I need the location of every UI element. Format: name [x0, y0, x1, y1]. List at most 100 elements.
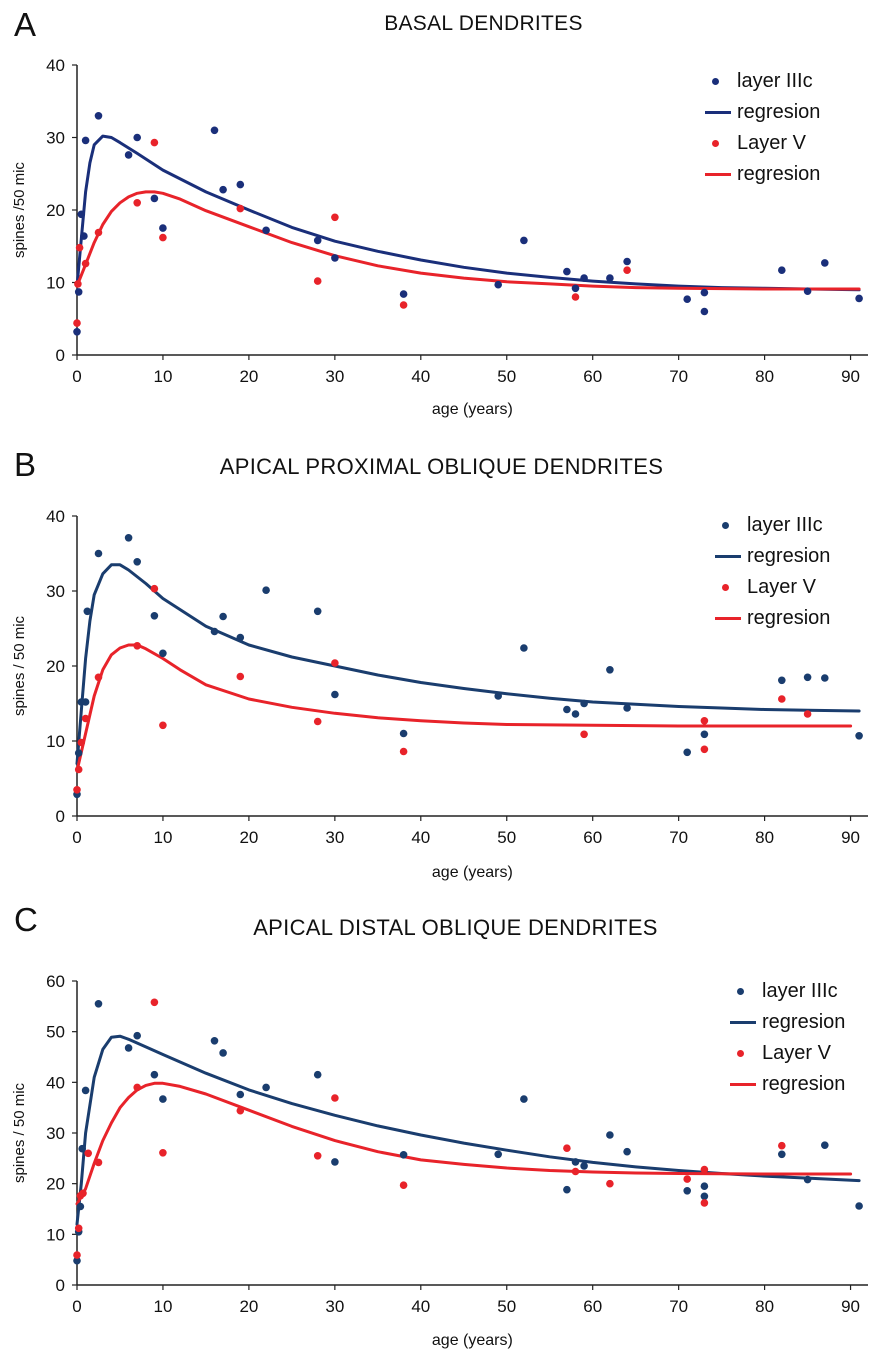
layer-iiic-point	[778, 266, 786, 275]
layer-v-point	[331, 213, 339, 222]
legend-label: Layer V	[762, 1042, 831, 1064]
layer-iiic-point	[700, 307, 709, 316]
layer-v-point	[236, 1106, 245, 1115]
y-tick-label: 20	[46, 1175, 65, 1194]
layer-iiic-point	[210, 627, 219, 636]
legend-label: Layer V	[737, 132, 806, 154]
x-tick-label: 90	[841, 1297, 860, 1316]
x-tick-label: 60	[583, 367, 602, 386]
layer-iiic-point	[399, 729, 408, 738]
x-tick-label: 10	[153, 367, 172, 386]
layer-iiic-point	[150, 1070, 159, 1079]
panel-letter: B	[14, 446, 37, 483]
layer-iiic-point	[80, 232, 88, 240]
layer-v-point	[84, 1149, 92, 1158]
regression-line	[75, 134, 861, 292]
layer-iiic-point	[219, 612, 227, 621]
layer-v-point	[700, 717, 709, 725]
x-tick-label: 90	[841, 367, 860, 386]
layer-iiic-point	[124, 151, 133, 159]
layer-iiic-point	[399, 1151, 408, 1159]
layer-v-point	[73, 319, 81, 327]
x-tick-label: 60	[583, 828, 602, 847]
x-tick-label: 10	[153, 828, 172, 847]
layer-iiic-point	[81, 1086, 90, 1095]
layer-v-point	[74, 765, 83, 774]
layer-iiic-point	[76, 1202, 85, 1211]
x-tick-label: 30	[325, 1297, 344, 1316]
layer-v-point	[606, 1179, 614, 1188]
layer-iiic-point	[73, 328, 81, 336]
layer-v-point	[79, 1189, 87, 1198]
layer-iiic-point	[399, 290, 408, 298]
y-tick-label: 10	[46, 274, 65, 293]
layer-v-point	[571, 1167, 580, 1176]
layer-v-point	[313, 277, 322, 285]
layer-v-point	[73, 1251, 81, 1259]
x-tick-label: 80	[755, 828, 774, 847]
y-tick-label: 0	[56, 1276, 65, 1295]
y-tick-label: 10	[46, 1225, 65, 1244]
layer-iiic-point	[262, 1083, 270, 1092]
layer-iiic-point	[150, 612, 159, 620]
layer-iiic-point	[700, 730, 709, 739]
legend-label: regresion	[737, 101, 821, 123]
layer-iiic-point	[150, 194, 159, 203]
x-tick-label: 50	[497, 828, 516, 847]
layer-iiic-point	[159, 1095, 167, 1103]
layer-iiic-point	[236, 180, 245, 189]
legend-label: regresion	[762, 1073, 846, 1095]
layer-v-point	[700, 1199, 709, 1207]
layer-iiic-point	[262, 586, 270, 594]
layer-iiic-point	[81, 136, 90, 145]
x-tick-label: 10	[153, 1297, 172, 1316]
layer-v-point	[313, 1152, 322, 1160]
layer-v-point	[150, 138, 159, 147]
regression-line	[75, 1034, 861, 1226]
layer-v-point	[94, 1158, 103, 1167]
x-tick-label: 30	[325, 828, 344, 847]
layer-iiic-point	[855, 294, 863, 303]
x-tick-label: 0	[72, 1297, 81, 1316]
layer-iiic-point	[520, 1095, 528, 1103]
y-tick-label: 0	[56, 807, 65, 826]
layer-v-point	[74, 280, 82, 288]
layer-v-point	[236, 204, 245, 213]
y-axis-label: spines /50 mic	[11, 162, 28, 258]
layer-iiic-point	[313, 1070, 322, 1079]
layer-iiic-point	[571, 284, 580, 293]
x-tick-label: 30	[325, 367, 344, 386]
legend-label: layer IIIc	[747, 514, 823, 536]
layer-v-point	[74, 1224, 83, 1233]
layer-v-point	[133, 199, 141, 207]
layer-iiic-point	[700, 1182, 709, 1190]
layer-iiic-point	[606, 666, 614, 674]
layer-iiic-point	[219, 185, 227, 194]
layer-iiic-point	[210, 1037, 219, 1045]
layer-v-point	[580, 730, 588, 739]
chart-plot: 0 10 20 30 40 0 10 20 30 40 50 60 70 80 90 age (years) s…	[11, 507, 868, 881]
layer-v-point	[150, 584, 159, 593]
layer-iiic-point	[683, 295, 691, 304]
x-tick-label: 50	[497, 1297, 516, 1316]
layer-iiic-point	[94, 112, 103, 120]
chart-plot: 0 10 20 30 40 50 60 0 10 20 30 40 50 60 70 80 90 age (yea…	[11, 972, 868, 1349]
x-tick-label: 40	[411, 828, 430, 847]
layer-v-point	[81, 714, 90, 723]
legend-label: regresion	[762, 1011, 846, 1033]
x-tick-label: 90	[841, 828, 860, 847]
layer-v-point	[331, 1094, 339, 1102]
layer-iiic-point	[821, 674, 829, 682]
layer-iiic-point	[159, 224, 167, 232]
x-tick-label: 50	[497, 367, 516, 386]
layer-iiic-point	[855, 732, 863, 740]
layer-iiic-point	[236, 633, 245, 642]
x-tick-label: 20	[239, 367, 258, 386]
layer-iiic-point	[94, 549, 103, 558]
layer-iiic-point	[563, 267, 571, 276]
layer-iiic-point	[855, 1202, 863, 1210]
panel-c: C APICAL DISTAL OBLIQUE DENDRITES 0 10 20 3…	[0, 895, 871, 1353]
layer-iiic-point	[520, 644, 528, 652]
layer-iiic-point	[494, 280, 503, 289]
layer-iiic-point	[803, 673, 812, 682]
